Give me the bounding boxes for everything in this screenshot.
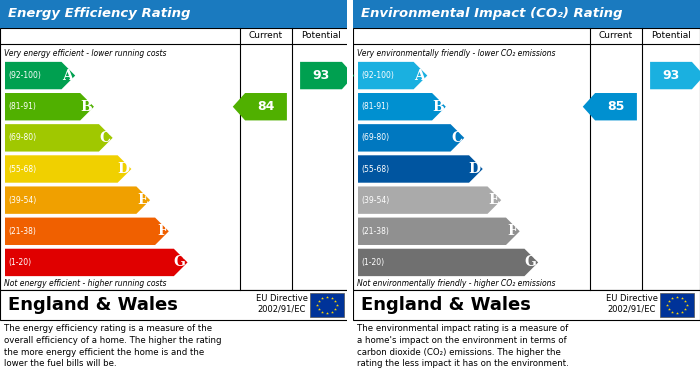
Text: Potential: Potential (301, 32, 341, 41)
Polygon shape (300, 62, 354, 89)
Polygon shape (5, 187, 150, 214)
Text: Potential: Potential (651, 32, 691, 41)
Text: 85: 85 (608, 100, 624, 113)
Polygon shape (5, 93, 94, 120)
Text: Very environmentally friendly - lower CO₂ emissions: Very environmentally friendly - lower CO… (357, 48, 556, 57)
Text: (21-38): (21-38) (8, 227, 36, 236)
Text: England & Wales: England & Wales (361, 296, 531, 314)
Text: (92-100): (92-100) (8, 71, 41, 80)
Text: A: A (62, 68, 73, 83)
Polygon shape (358, 93, 446, 120)
Text: (39-54): (39-54) (361, 196, 389, 204)
Text: Not environmentally friendly - higher CO₂ emissions: Not environmentally friendly - higher CO… (357, 278, 556, 287)
Polygon shape (5, 124, 113, 152)
Text: B: B (432, 100, 444, 114)
Bar (353, 290, 700, 320)
Polygon shape (358, 249, 538, 276)
Polygon shape (583, 93, 637, 120)
Text: Very energy efficient - lower running costs: Very energy efficient - lower running co… (4, 48, 167, 57)
Text: (39-54): (39-54) (8, 196, 36, 204)
Bar (353, 28, 700, 290)
Polygon shape (358, 62, 427, 89)
Text: (55-68): (55-68) (361, 165, 389, 174)
Text: England & Wales: England & Wales (8, 296, 178, 314)
Text: Not energy efficient - higher running costs: Not energy efficient - higher running co… (4, 278, 167, 287)
Text: (81-91): (81-91) (8, 102, 36, 111)
Text: (1-20): (1-20) (8, 258, 31, 267)
Text: E: E (137, 193, 148, 207)
Bar (0, 0, 350, 28)
Text: (21-38): (21-38) (361, 227, 389, 236)
Polygon shape (650, 62, 700, 89)
Text: C: C (99, 131, 111, 145)
Text: The environmental impact rating is a measure of
a home's impact on the environme: The environmental impact rating is a mea… (357, 324, 568, 368)
Text: Current: Current (599, 32, 633, 41)
Text: E: E (489, 193, 499, 207)
Text: D: D (117, 162, 130, 176)
Text: (69-80): (69-80) (361, 133, 389, 142)
Polygon shape (5, 155, 132, 183)
Text: The energy efficiency rating is a measure of the
overall efficiency of a home. T: The energy efficiency rating is a measur… (4, 324, 221, 368)
Text: F: F (508, 224, 517, 238)
Text: (92-100): (92-100) (361, 71, 394, 80)
Text: C: C (451, 131, 462, 145)
Text: 84: 84 (258, 100, 274, 113)
Polygon shape (358, 124, 464, 152)
Text: A: A (414, 68, 425, 83)
Polygon shape (5, 249, 188, 276)
Polygon shape (5, 217, 169, 245)
Polygon shape (358, 155, 483, 183)
Bar (0, 290, 350, 320)
Text: (1-20): (1-20) (361, 258, 384, 267)
Text: Environmental Impact (CO₂) Rating: Environmental Impact (CO₂) Rating (361, 7, 622, 20)
Polygon shape (358, 217, 519, 245)
Text: 93: 93 (312, 69, 330, 82)
Bar (0, 28, 350, 290)
Text: EU Directive
2002/91/EC: EU Directive 2002/91/EC (256, 294, 308, 313)
Text: (69-80): (69-80) (8, 133, 36, 142)
Bar (347, 0, 353, 391)
Text: (81-91): (81-91) (361, 102, 389, 111)
Text: (55-68): (55-68) (8, 165, 36, 174)
Text: G: G (174, 255, 186, 269)
Bar (660, 293, 694, 317)
Polygon shape (233, 93, 287, 120)
Bar (310, 293, 344, 317)
Text: EU Directive
2002/91/EC: EU Directive 2002/91/EC (606, 294, 658, 313)
Text: F: F (157, 224, 167, 238)
Polygon shape (358, 187, 501, 214)
Text: 93: 93 (662, 69, 680, 82)
Text: G: G (524, 255, 536, 269)
Text: Energy Efficiency Rating: Energy Efficiency Rating (8, 7, 190, 20)
Text: B: B (80, 100, 92, 114)
Text: D: D (468, 162, 481, 176)
Polygon shape (5, 62, 75, 89)
Bar (353, 0, 700, 28)
Text: Current: Current (249, 32, 283, 41)
